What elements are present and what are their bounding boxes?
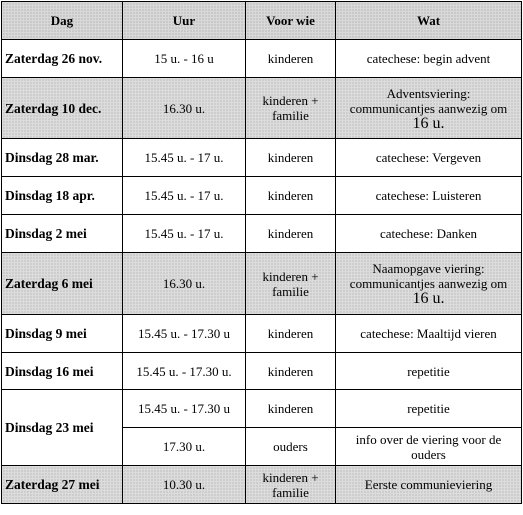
cell-wat: catechese: Luisteren (335, 176, 522, 215)
cell-dag: Dinsdag 28 mar. (1, 138, 123, 177)
cell-dag: Zaterdag 27 mei (1, 465, 123, 504)
wat-line: communicantjes aanwezig om (349, 100, 508, 116)
wat-line: Adventsviering: (386, 85, 471, 101)
cell-wat: Adventsviering: communicantjes aanwezig … (335, 77, 522, 139)
cell-uur: 15 u. - 16 u (122, 39, 246, 78)
cell-uur: 15.45 u. - 17 u. (122, 176, 246, 215)
cell-voor-wie: kinderen (245, 138, 336, 177)
cell-voor-wie: kinderen + familie (245, 465, 336, 504)
cell-voor-wie: kinderen (245, 389, 336, 428)
cell-dag: Dinsdag 16 mei (1, 352, 123, 390)
cell-uur: 15.45 u. - 17.30 u (122, 314, 246, 353)
cell-dag: Dinsdag 2 mei (1, 214, 123, 253)
table-row: Zaterdag 6 mei 16.30 u. kinderen + famil… (1, 252, 522, 315)
cell-dag: Dinsdag 23 mei (1, 389, 123, 466)
cell-uur: 15.45 u. - 17.30 u (122, 389, 246, 428)
cell-uur: 10.30 u. (122, 465, 246, 504)
cell-wat: catechese: Danken (335, 214, 522, 253)
table-row: Dinsdag 18 apr. 15.45 u. - 17 u. kindere… (1, 176, 522, 215)
table-row: Dinsdag 16 mei 15.45 u. - 17.30 u. kinde… (1, 352, 522, 390)
cell-voor-wie: kinderen (245, 352, 336, 390)
cell-wat: repetitie (335, 389, 522, 428)
header-wat: Wat (335, 1, 522, 40)
table-row: Dinsdag 23 mei 15.45 u. - 17.30 u kinder… (1, 389, 522, 466)
cell-voor-wie: ouders (245, 427, 336, 466)
cell-uur: 15.45 u. - 17.30 u. (122, 352, 246, 390)
wat-line: communicantjes aanwezig om (349, 276, 508, 291)
table-row: Zaterdag 26 nov. 15 u. - 16 u kinderen c… (1, 39, 522, 78)
table-row: Zaterdag 10 dec. 16.30 u. kinderen + fam… (1, 77, 522, 139)
cell-dag: Zaterdag 6 mei (1, 252, 123, 315)
cell-voor-wie: kinderen (245, 176, 336, 215)
cell-wat: Eerste communieviering (335, 465, 522, 504)
cell-dag: Dinsdag 18 apr. (1, 176, 123, 215)
cell-voor-wie: kinderen (245, 214, 336, 253)
cell-dag: Zaterdag 10 dec. (1, 77, 123, 139)
cell-voor-wie: kinderen + familie (245, 77, 336, 139)
cell-dag: Dinsdag 9 mei (1, 314, 123, 353)
table-row: Dinsdag 2 mei 15.45 u. - 17 u. kinderen … (1, 214, 522, 253)
cell-wat: info over de viering voor de ouders (335, 427, 522, 466)
cell-voor-wie: kinderen (245, 39, 336, 78)
wat-line: Naamopgave viering: (372, 261, 485, 276)
cell-voor-wie: kinderen (245, 314, 336, 353)
cell-uur: 15.45 u. - 17 u. (122, 138, 246, 177)
header-uur: Uur (122, 1, 246, 40)
header-voor-wie: Voor wie (245, 1, 336, 40)
header-dag: Dag (1, 1, 123, 40)
cell-uur: 16.30 u. (122, 252, 246, 315)
wat-line: 16 u. (412, 114, 445, 132)
cell-wat: repetitie (335, 352, 522, 390)
header-row: Dag Uur Voor wie Wat (1, 1, 522, 40)
cell-voor-wie: kinderen + familie (245, 252, 336, 315)
cell-wat: catechese: Vergeven (335, 138, 522, 177)
wat-line: 16 u. (412, 290, 445, 307)
schedule-table: Dag Uur Voor wie Wat Zaterdag 26 nov. 15… (1, 1, 522, 504)
cell-uur: 15.45 u. - 17 u. (122, 214, 246, 253)
cell-uur: 17.30 u. (122, 427, 246, 466)
cell-wat: catechese: Maaltijd vieren (335, 314, 522, 353)
table-row: Dinsdag 28 mar. 15.45 u. - 17 u. kindere… (1, 138, 522, 177)
cell-dag: Zaterdag 26 nov. (1, 39, 123, 78)
cell-wat: catechese: begin advent (335, 39, 522, 78)
cell-uur: 16.30 u. (122, 77, 246, 139)
cell-wat: Naamopgave viering: communicantjes aanwe… (335, 252, 522, 315)
table-row: 17.30 u. ouders info over de viering voo… (2, 427, 522, 466)
table-row: Dinsdag 9 mei 15.45 u. - 17.30 u kindere… (1, 314, 522, 353)
table-row: Zaterdag 27 mei 10.30 u. kinderen + fami… (1, 465, 522, 504)
